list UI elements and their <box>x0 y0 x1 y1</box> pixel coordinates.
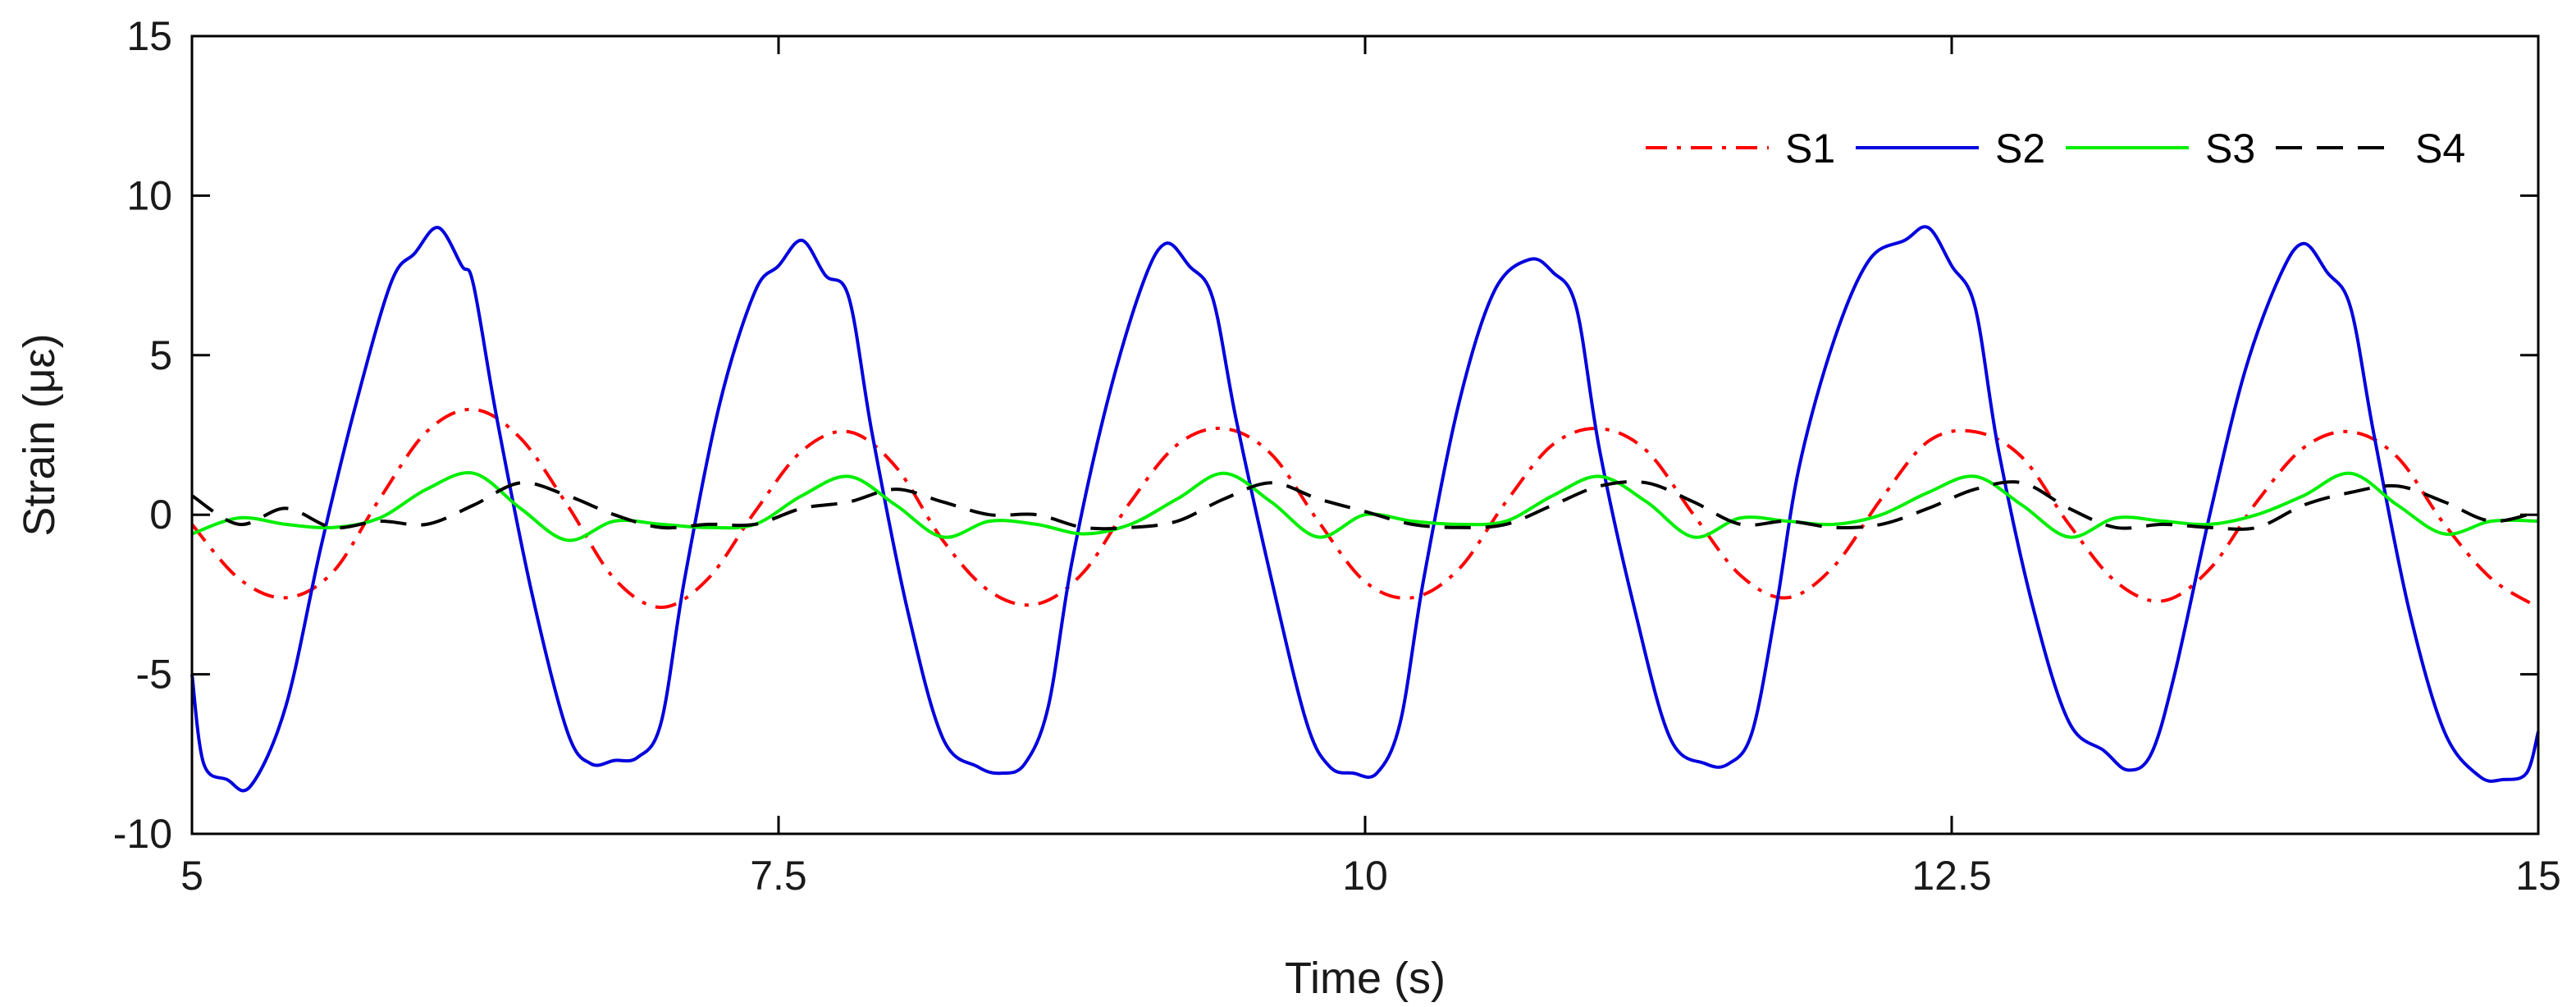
plot-frame <box>190 34 2540 835</box>
series-line-s4 <box>190 479 2539 531</box>
legend-label-s3: S3 <box>2205 126 2255 172</box>
y-tick-label: 0 <box>149 492 172 538</box>
y-tick-label: 10 <box>126 172 172 218</box>
y-tick-label: 5 <box>149 332 172 378</box>
x-tick-label: 10 <box>1342 853 1388 899</box>
axis-ticks: 5 7.5 10 12.5 15 -10 -5 0 5 10 15 <box>113 13 2561 899</box>
legend: S1 S2 S3 S4 <box>1646 126 2465 172</box>
series-line-s2 <box>190 225 2540 793</box>
x-tick-label: 15 <box>2515 853 2561 899</box>
x-tick-label: 5 <box>180 853 203 899</box>
legend-label-s4: S4 <box>2415 126 2465 172</box>
y-axis-title: Strain (με) <box>15 333 64 536</box>
x-axis-title: Time (s) <box>1285 954 1446 1003</box>
legend-label-s2: S2 <box>1995 126 2045 172</box>
legend-label-s1: S1 <box>1785 126 1835 172</box>
series-layer <box>190 225 2540 793</box>
x-tick-label: 7.5 <box>750 853 807 899</box>
series-line-s1 <box>190 407 2540 609</box>
series-line-s3 <box>191 471 2539 542</box>
y-tick-label: 15 <box>126 13 172 59</box>
y-tick-label: -5 <box>136 652 172 698</box>
y-tick-label: -10 <box>113 811 172 857</box>
x-tick-label: 12.5 <box>1911 853 1991 899</box>
